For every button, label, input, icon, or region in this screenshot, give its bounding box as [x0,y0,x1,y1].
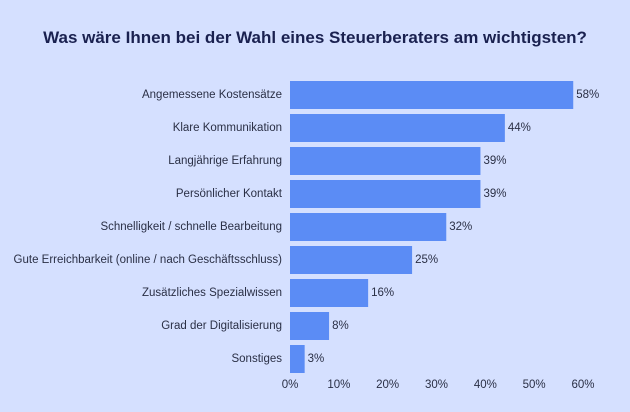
bar [290,114,505,142]
bar [290,345,305,373]
category-label: Langjährige Erfahrung [168,155,282,167]
category-label: Grad der Digitalisierung [161,320,282,332]
category-label: Sonstiges [231,353,282,365]
value-label: 44% [508,122,531,134]
category-label: Schnelligkeit / schnelle Bearbeitung [100,221,282,233]
x-tick-label: 20% [376,379,399,391]
category-label: Gute Erreichbarkeit (online / nach Gesch… [14,254,283,266]
bar [290,312,330,340]
x-tick-label: 30% [425,379,448,391]
category-label: Zusätzliches Spezialwissen [142,287,282,299]
value-label: 3% [308,353,325,365]
value-label: 25% [415,254,438,266]
value-label: 39% [483,188,506,200]
bar [290,213,447,241]
x-tick-label: 50% [523,379,546,391]
value-label: 39% [483,155,506,167]
value-label: 32% [449,221,472,233]
bar [290,180,481,208]
bar [290,246,413,274]
x-tick-label: 40% [474,379,497,391]
bar [290,81,574,109]
category-label: Klare Kommunikation [173,122,282,134]
x-tick-label: 60% [571,379,594,391]
chart-title: Was wäre Ihnen bei der Wahl eines Steuer… [43,28,587,47]
bar [290,147,481,175]
bar [290,279,369,307]
value-label: 58% [576,89,599,101]
value-label: 16% [371,287,394,299]
value-label: 8% [332,320,349,332]
category-label: Persönlicher Kontakt [176,188,283,200]
x-tick-label: 10% [327,379,350,391]
x-tick-label: 0% [282,379,299,391]
category-label: Angemessene Kostensätze [142,89,282,101]
